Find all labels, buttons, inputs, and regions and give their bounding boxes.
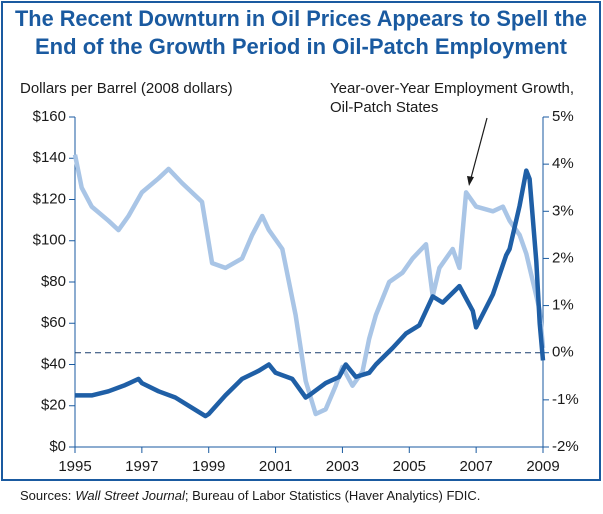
y-tick-label: $100 <box>33 232 66 249</box>
y2-tick-label: 1% <box>552 297 574 314</box>
y-tick-label: $60 <box>41 314 66 331</box>
source-text: Sources: <box>20 488 71 503</box>
series-line <box>75 168 546 419</box>
y-tick-label: $140 <box>33 149 66 166</box>
y2-tick-label: 3% <box>552 202 574 219</box>
x-tick-label: 1999 <box>192 458 225 475</box>
chart-title: The Recent Downturn in Oil Prices Appear… <box>15 6 587 31</box>
y-tick-label: $80 <box>41 273 66 290</box>
annotation: Year-over-Year Employment Growth, <box>330 80 574 97</box>
x-tick-label: 2009 <box>526 458 559 475</box>
x-tick-label: 2001 <box>259 458 292 475</box>
y2-tick-label: 0% <box>552 344 574 361</box>
y2-tick-label: -1% <box>552 391 579 408</box>
y-tick-label: $120 <box>33 190 66 207</box>
x-tick-label: 1995 <box>58 458 91 475</box>
series-line <box>72 154 546 417</box>
source-text: Wall Street Journal <box>75 488 186 503</box>
x-tick-label: 2003 <box>326 458 359 475</box>
source-text: ; Bureau of Labor Statistics (Haver Anal… <box>185 488 481 503</box>
y2-tick-label: 5% <box>552 108 574 125</box>
arrow <box>470 117 488 179</box>
chart-title: End of the Growth Period in Oil-Patch Em… <box>35 34 568 59</box>
y-tick-label: $20 <box>41 397 66 414</box>
y-axis-label: Dollars per Barrel (2008 dollars) <box>20 80 233 97</box>
x-tick-label: 2007 <box>459 458 492 475</box>
annotation: Oil-Patch States <box>330 99 438 116</box>
x-tick-label: 1997 <box>125 458 158 475</box>
y-tick-label: $40 <box>41 355 66 372</box>
y2-tick-label: 4% <box>552 155 574 172</box>
y2-tick-label: -2% <box>552 438 579 455</box>
y-tick-label: $0 <box>49 438 66 455</box>
source: Sources: Wall Street Journal; Bureau of L… <box>20 488 480 503</box>
y-tick-label: $160 <box>33 108 66 125</box>
x-tick-label: 2005 <box>393 458 426 475</box>
arrow-head <box>467 176 474 186</box>
frame <box>1 1 601 481</box>
y2-tick-label: 2% <box>552 249 574 266</box>
